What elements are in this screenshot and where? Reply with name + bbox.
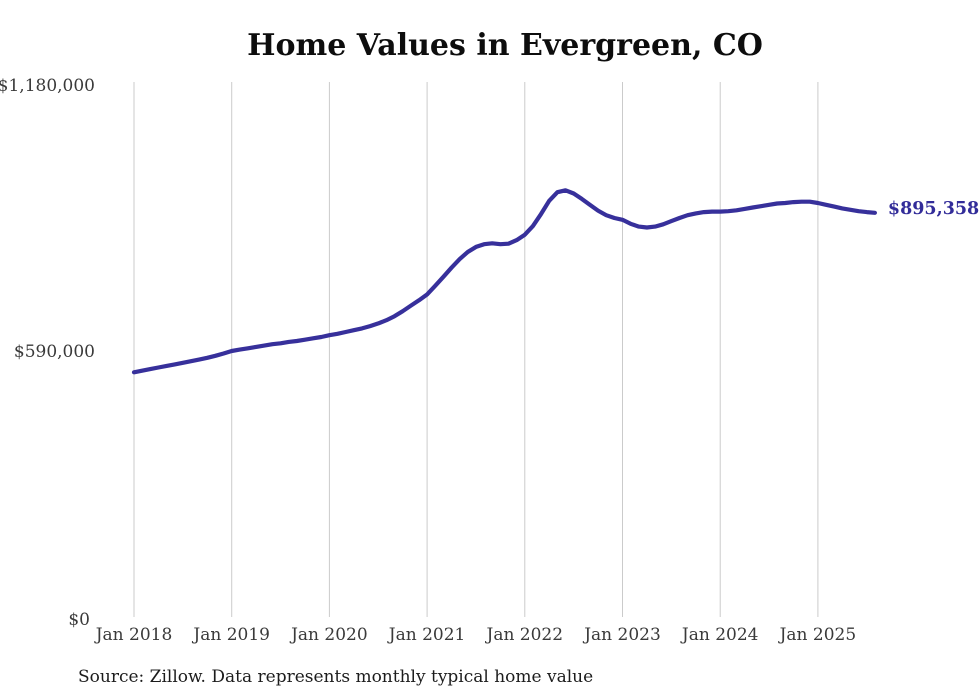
y-tick-label-mid: $590,000	[14, 342, 95, 362]
y-axis-labels: $1,180,000 $590,000 $0	[0, 76, 95, 630]
x-tick-label: Jan 2025	[778, 625, 857, 645]
chart-title: Home Values in Evergreen, CO	[247, 28, 763, 63]
year-gridlines	[133, 82, 819, 617]
y-tick-label-zero: $0	[68, 610, 90, 630]
x-tick-label: Jan 2018	[94, 625, 173, 645]
x-tick-label: Jan 2019	[191, 625, 270, 645]
latest-value-label: $895,358	[888, 199, 979, 219]
y-tick-label-max: $1,180,000	[0, 76, 95, 96]
x-tick-label: Jan 2020	[289, 625, 368, 645]
x-axis-labels: Jan 2018 Jan 2019 Jan 2020 Jan 2021 Jan 2022…	[94, 625, 856, 645]
x-tick-label: Jan 2024	[680, 625, 759, 645]
x-tick-label: Jan 2023	[582, 625, 661, 645]
home-value-line	[131, 188, 878, 375]
source-note: Source: Zillow. Data represents monthly …	[78, 667, 593, 687]
x-tick-label: Jan 2022	[485, 625, 564, 645]
x-tick-label: Jan 2021	[387, 625, 466, 645]
